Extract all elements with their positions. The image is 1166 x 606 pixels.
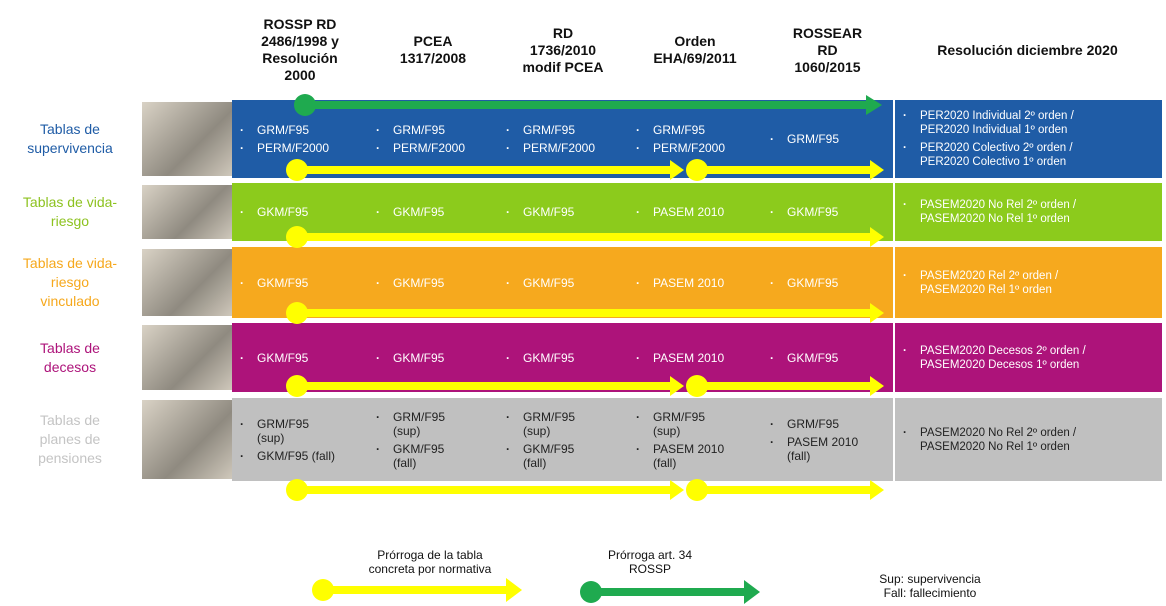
cell: GKM/F95 (368, 247, 498, 318)
row-image (142, 400, 232, 479)
cell-item: GRM/F95 (770, 417, 889, 431)
cell: PER2020 Individual 2º orden / PER2020 In… (893, 100, 1162, 178)
cell: PASEM 2010 (628, 247, 762, 318)
arrow (286, 479, 884, 501)
cell-item: PER2020 Colectivo 2º orden / PER2020 Col… (903, 141, 1158, 169)
column-header: ROSSEAR RD 1060/2015 (792, 24, 863, 75)
row-label: Tablas de supervivencia (27, 121, 113, 156)
legend-green-arrow (580, 580, 760, 604)
cell: GKM/F95 (762, 323, 893, 392)
row-label: Tablas de planes de pensiones (38, 412, 102, 466)
cell: GKM/F95 (368, 323, 498, 392)
cell: PASEM2020 No Rel 2º orden / PASEM2020 No… (893, 183, 1162, 241)
row-label: Tablas de vida- riesgo (22, 194, 118, 229)
cell: GRM/F95 (sup) PASEM 2010 (fall) (628, 398, 762, 481)
cell-item: PASEM2020 No Rel 2º orden / PASEM2020 No… (903, 198, 1158, 226)
cell: GRM/F95 (sup) GKM/F95 (fall) (368, 398, 498, 481)
cell-item: GRM/F95 (770, 132, 889, 146)
cell: GRM/F95 (762, 100, 893, 178)
cell: GRM/F95 (sup) GKM/F95 (fall) (232, 398, 368, 481)
cell-item: GRM/F95 (240, 123, 364, 137)
column-header: PCEA 1317/2008 (399, 33, 467, 66)
cell-item: PASEM 2010 (fall) (770, 435, 889, 463)
cell: GRM/F95 PASEM 2010 (fall) (762, 398, 893, 481)
cell-item: GKM/F95 (770, 351, 889, 365)
cell-item: GKM/F95 (fall) (240, 449, 364, 463)
cell: GKM/F95 (498, 323, 628, 392)
cell-item: GRM/F95 (sup) (376, 410, 494, 438)
row-label: Tablas de vida- riesgo vinculado (22, 255, 118, 309)
cell: PASEM 2010 (628, 183, 762, 241)
cell-item: GKM/F95 (506, 205, 624, 219)
cell-item: PERM/F2000 (506, 141, 624, 155)
legend-notes: Sup: supervivencia Fall: fallecimiento (879, 572, 981, 600)
cell: GRM/F95 PERM/F2000 (232, 100, 368, 178)
cell-item: PASEM2020 No Rel 2º orden / PASEM2020 No… (903, 426, 1158, 454)
cell-item: GKM/F95 (376, 351, 494, 365)
row-label: Tablas de decesos (40, 339, 100, 375)
cell-item: PER2020 Individual 2º orden / PER2020 In… (903, 109, 1158, 137)
cell-item: GKM/F95 (240, 205, 364, 219)
row-image (142, 185, 232, 239)
cell-item: PERM/F2000 (240, 141, 364, 155)
legend-text: Prórroga de la tabla concreta por normat… (368, 548, 492, 576)
cell: PASEM2020 Decesos 2º orden / PASEM2020 D… (893, 323, 1162, 392)
cell-item: PASEM 2010 (636, 276, 758, 290)
cell: PASEM 2010 (628, 323, 762, 392)
cell: GRM/F95 PERM/F2000 (498, 100, 628, 178)
cell: GKM/F95 (232, 247, 368, 318)
cell-item: GRM/F95 (sup) (636, 410, 758, 438)
cell-item: PASEM2020 Rel 2º orden / PASEM2020 Rel 1… (903, 269, 1158, 297)
cell-item: GKM/F95 (506, 351, 624, 365)
cell: GKM/F95 (762, 247, 893, 318)
cell-item: PERM/F2000 (376, 141, 494, 155)
row-image (142, 325, 232, 390)
cell-item: GKM/F95 (506, 276, 624, 290)
cell: GKM/F95 (232, 183, 368, 241)
column-header: ROSSP RD 2486/1998 y Resolución 2000 (261, 16, 339, 83)
cell: GRM/F95 PERM/F2000 (628, 100, 762, 178)
cell-item: GKM/F95 (240, 351, 364, 365)
legend-yellow-arrow (312, 578, 522, 602)
row-image (142, 249, 232, 316)
cell-item: GKM/F95 (fall) (506, 442, 624, 470)
cell-item: PERM/F2000 (636, 141, 758, 155)
column-header: RD 1736/2010 modif PCEA (522, 24, 604, 75)
cell-item: GRM/F95 (376, 123, 494, 137)
cell-item: GRM/F95 (636, 123, 758, 137)
row-image (142, 102, 232, 176)
cell-item: GRM/F95 (sup) (506, 410, 624, 438)
legend-text: Prórroga art. 34 ROSSP (607, 548, 693, 576)
cell-item: GRM/F95 (sup) (240, 417, 364, 445)
column-header: Orden EHA/69/2011 (653, 33, 737, 66)
cell: GKM/F95 (762, 183, 893, 241)
cell-item: GKM/F95 (240, 276, 364, 290)
cell: GKM/F95 (232, 323, 368, 392)
cell-item: GKM/F95 (fall) (376, 442, 494, 470)
cell-item: PASEM 2010 (636, 205, 758, 219)
cell: GRM/F95 PERM/F2000 (368, 100, 498, 178)
cell: GKM/F95 (368, 183, 498, 241)
cell: PASEM2020 No Rel 2º orden / PASEM2020 No… (893, 398, 1162, 481)
cell-item: PASEM2020 Decesos 2º orden / PASEM2020 D… (903, 344, 1158, 372)
cell: GKM/F95 (498, 183, 628, 241)
cell-item: GKM/F95 (376, 276, 494, 290)
cell-item: GKM/F95 (376, 205, 494, 219)
cell: GRM/F95 (sup) GKM/F95 (fall) (498, 398, 628, 481)
cell-item: GRM/F95 (506, 123, 624, 137)
cell-item: GKM/F95 (770, 276, 889, 290)
cell: GKM/F95 (498, 247, 628, 318)
cell-item: GKM/F95 (770, 205, 889, 219)
cell: PASEM2020 Rel 2º orden / PASEM2020 Rel 1… (893, 247, 1162, 318)
column-header: Resolución diciembre 2020 (937, 41, 1118, 58)
cell-item: PASEM 2010 (fall) (636, 442, 758, 470)
cell-item: PASEM 2010 (636, 351, 758, 365)
